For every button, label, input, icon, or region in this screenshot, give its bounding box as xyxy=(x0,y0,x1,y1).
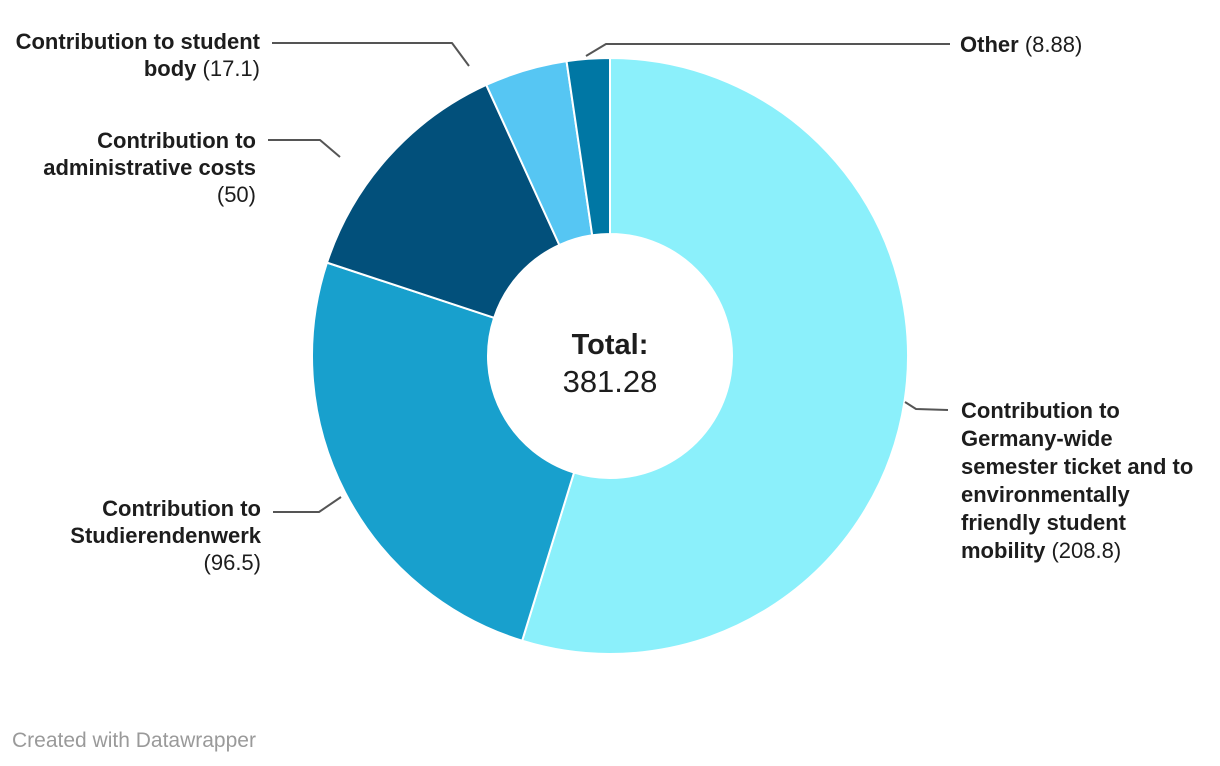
slice-label-studierendenwerk: Contribution to Studierendenwerk (96.5) xyxy=(26,495,261,576)
pie-slice-germany-ticket[interactable] xyxy=(521,57,909,655)
label-value: (96.5) xyxy=(203,550,261,575)
total-title: Total: xyxy=(571,329,649,361)
label-value: (50) xyxy=(216,182,256,207)
slice-label-admin-costs: Contribution to administrative costs (50… xyxy=(6,127,256,208)
label-name: Other xyxy=(960,32,1019,57)
slice-label-other: Other (8.88) xyxy=(960,31,1210,58)
label-value: (8.88) xyxy=(1024,32,1083,57)
leader-line-other xyxy=(585,43,950,57)
donut-center-label: Total: 381.28 xyxy=(460,327,760,400)
leader-line-studierendenwerk xyxy=(273,496,342,513)
leader-line-germany-ticket xyxy=(904,401,949,411)
label-name: Contribution to student body xyxy=(15,29,260,81)
label-value: (17.1) xyxy=(202,56,260,81)
label-name: Contribution to Germany-wide semester ti… xyxy=(961,398,1194,563)
leader-lines xyxy=(268,42,950,513)
label-value: (208.8) xyxy=(1051,538,1122,563)
slice-label-student-body: Contribution to student body (17.1) xyxy=(10,28,260,82)
datawrapper-credit-link[interactable]: Created with Datawrapper xyxy=(12,729,256,752)
leader-line-student-body xyxy=(272,42,470,67)
pie-slices xyxy=(311,56,909,655)
slice-label-germany-ticket: Contribution to Germany-wide semester ti… xyxy=(961,397,1206,565)
pie-slice-studierendenwerk[interactable] xyxy=(311,261,576,642)
leader-line-admin-costs xyxy=(268,139,341,158)
total-value: 381.28 xyxy=(562,364,658,399)
label-name: Contribution to administrative costs xyxy=(43,128,256,180)
label-name: Contribution to Studierendenwerk xyxy=(70,496,261,548)
pie-slice-other[interactable] xyxy=(565,56,611,237)
pie-slice-admin-costs[interactable] xyxy=(326,83,561,319)
